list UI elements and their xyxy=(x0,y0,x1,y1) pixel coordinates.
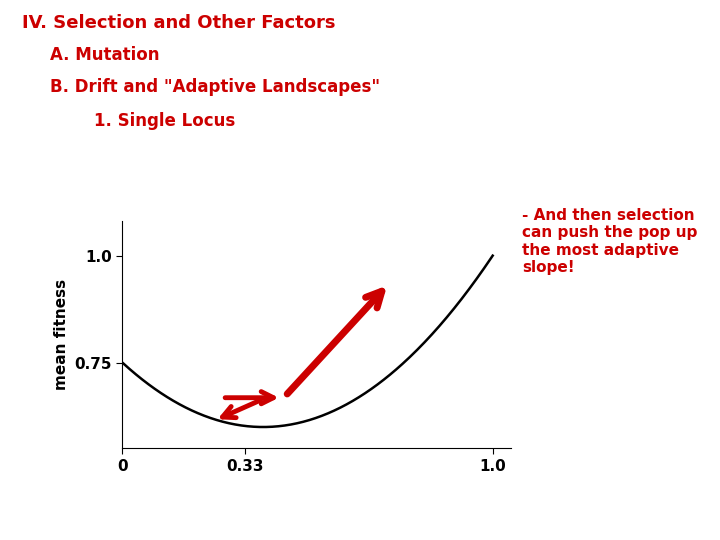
Text: - And then selection
can push the pop up
the most adaptive
slope!: - And then selection can push the pop up… xyxy=(522,208,698,275)
Text: 1. Single Locus: 1. Single Locus xyxy=(94,112,235,130)
Text: A. Mutation: A. Mutation xyxy=(50,46,160,64)
Text: B. Drift and "Adaptive Landscapes": B. Drift and "Adaptive Landscapes" xyxy=(50,78,381,96)
Text: IV. Selection and Other Factors: IV. Selection and Other Factors xyxy=(22,14,335,31)
Y-axis label: mean fitness: mean fitness xyxy=(54,279,69,390)
